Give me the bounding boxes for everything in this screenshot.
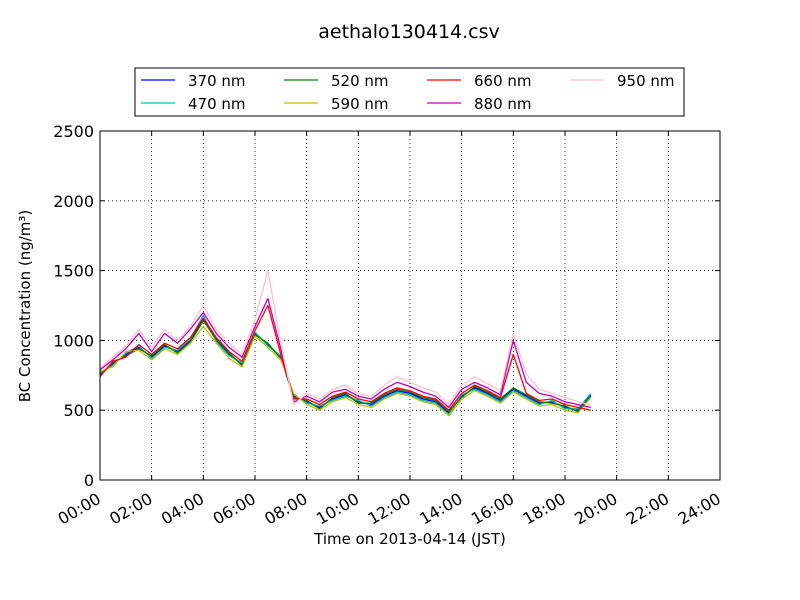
y-axis-label: BC Concentration (ng/m³) <box>16 210 34 403</box>
x-tick-label: 00:00 <box>55 489 104 529</box>
y-tick-label: 2500 <box>53 122 94 141</box>
chart-title: aethalo130414.csv <box>318 21 500 43</box>
x-tick-label: 06:00 <box>210 489 259 529</box>
legend-label: 950 nm <box>617 72 675 90</box>
x-tick-label: 18:00 <box>520 489 569 529</box>
x-tick-label: 12:00 <box>365 489 414 529</box>
x-tick-label: 04:00 <box>158 489 207 529</box>
series-line-2 <box>99 320 592 413</box>
legend-label: 520 nm <box>331 72 389 90</box>
x-tick-label: 24:00 <box>675 489 724 529</box>
grid <box>99 130 721 481</box>
y-tick-label: 1000 <box>53 331 94 350</box>
x-tick-label: 16:00 <box>468 489 517 529</box>
legend-frame <box>134 67 685 117</box>
plot-lines <box>99 269 592 417</box>
y-tick-label: 500 <box>63 401 94 420</box>
legend-label: 470 nm <box>188 95 246 113</box>
legend-label: 590 nm <box>331 95 389 113</box>
y-axis: 0 500 1000 1500 2000 2500 <box>53 122 720 490</box>
x-tick-label: 14:00 <box>416 489 465 529</box>
x-tick-label: 02:00 <box>106 489 155 529</box>
legend-label: 880 nm <box>474 95 532 113</box>
series-line-1 <box>99 314 592 416</box>
y-tick-label: 2000 <box>53 192 94 211</box>
x-tick-label: 08:00 <box>261 489 310 529</box>
series-line-3 <box>99 325 592 417</box>
series-line-6 <box>99 269 591 406</box>
x-axis-label: Time on 2013-04-14 (JST) <box>313 530 506 548</box>
y-tick-label: 0 <box>84 471 94 490</box>
series-line-5 <box>99 297 591 409</box>
legend-label: 660 nm <box>474 72 532 90</box>
x-tick-label: 20:00 <box>571 489 620 529</box>
x-tick-label: 10:00 <box>313 489 362 529</box>
x-axis: 00:00 02:00 04:00 06:00 08:00 10:00 12:00 14:00… <box>55 131 724 529</box>
x-tick-label: 22:00 <box>623 489 672 529</box>
series-line-4 <box>99 304 591 411</box>
legend: 370 nm 470 nm 520 nm 590 nm 660 nm 880 nm 950 … <box>134 67 685 117</box>
series-line-0 <box>99 318 592 414</box>
legend-label: 370 nm <box>188 72 246 90</box>
y-tick-label: 1500 <box>53 262 94 281</box>
